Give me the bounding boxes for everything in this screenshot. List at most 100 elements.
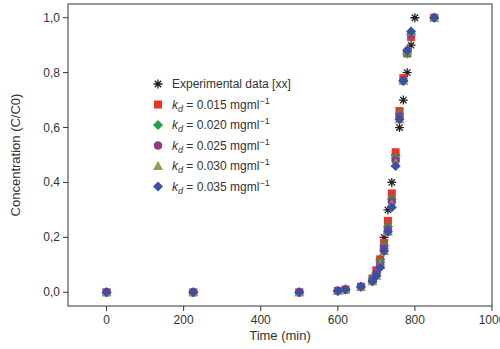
data-point bbox=[294, 287, 304, 297]
legend-marker bbox=[154, 101, 162, 109]
y-tick-label: 1,0 bbox=[43, 11, 60, 25]
series bbox=[102, 13, 440, 297]
data-point bbox=[371, 271, 381, 281]
data-point bbox=[394, 114, 404, 123]
data-point bbox=[294, 287, 304, 296]
y-tick-label: 0,2 bbox=[43, 230, 60, 244]
data-point bbox=[188, 287, 198, 297]
data-point bbox=[342, 286, 350, 294]
data-point bbox=[356, 282, 366, 291]
y-axis-label: Concentration (C/C0) bbox=[8, 94, 23, 217]
chart: 0 200 400 600 800 1000 0,0 0,2 0,4 0,6 0,8 1,0 Time … bbox=[0, 0, 500, 349]
data-point bbox=[375, 263, 385, 273]
legend-marker bbox=[154, 141, 163, 150]
data-point bbox=[341, 285, 351, 295]
y-tick bbox=[63, 237, 68, 238]
data-point bbox=[383, 227, 393, 236]
series bbox=[103, 14, 439, 297]
data-point bbox=[102, 287, 112, 296]
series bbox=[372, 13, 420, 277]
data-point bbox=[398, 76, 408, 86]
y-tick-label: 0,0 bbox=[43, 285, 60, 299]
data-point bbox=[391, 161, 401, 171]
legend: Experimental data [xx] kd = 0.015 mgml−1 k… bbox=[153, 77, 291, 196]
data-point bbox=[387, 202, 397, 212]
data-point bbox=[102, 288, 111, 297]
x-axis-label: Time (min) bbox=[249, 328, 311, 343]
data-point bbox=[430, 14, 438, 22]
legend-label: kd = 0.020 mgml−1 bbox=[172, 116, 270, 134]
data-point bbox=[333, 286, 343, 295]
x-tick-label: 1000 bbox=[479, 313, 500, 327]
data-point bbox=[334, 287, 343, 296]
data-point bbox=[406, 26, 416, 35]
x-tick bbox=[183, 306, 184, 311]
data-point bbox=[357, 282, 366, 291]
data-point bbox=[429, 13, 439, 23]
y-tick bbox=[63, 127, 68, 128]
data-point bbox=[341, 285, 351, 294]
y-tick bbox=[63, 17, 68, 18]
series bbox=[102, 13, 438, 296]
plot-frame bbox=[68, 4, 492, 306]
data-point bbox=[102, 287, 112, 297]
data-point bbox=[395, 123, 404, 132]
data-point bbox=[356, 282, 366, 292]
x-tick-label: 800 bbox=[405, 313, 425, 327]
y-tick bbox=[63, 182, 68, 183]
y-tick-label: 0,8 bbox=[43, 66, 60, 80]
data-point bbox=[333, 286, 343, 296]
data-point bbox=[387, 178, 396, 187]
x-tick bbox=[492, 306, 493, 311]
data-point bbox=[188, 287, 198, 297]
data-point bbox=[398, 76, 408, 86]
data-point bbox=[188, 287, 198, 296]
data-point bbox=[294, 287, 304, 297]
legend-label: kd = 0.015 mgml−1 bbox=[172, 96, 270, 114]
data-point bbox=[379, 246, 389, 255]
data-point bbox=[430, 13, 439, 22]
data-point bbox=[429, 13, 439, 23]
series bbox=[102, 13, 440, 298]
data-point bbox=[102, 287, 112, 297]
data-point bbox=[383, 227, 393, 237]
y-tick bbox=[63, 72, 68, 73]
plot-area bbox=[102, 13, 440, 298]
x-tick-label: 0 bbox=[103, 313, 110, 327]
data-point bbox=[410, 13, 419, 22]
data-point bbox=[295, 288, 303, 296]
data-point bbox=[341, 285, 351, 295]
x-tick-label: 400 bbox=[251, 313, 271, 327]
data-point bbox=[103, 288, 111, 296]
data-point bbox=[357, 283, 365, 291]
data-point bbox=[403, 46, 412, 55]
legend-label: kd = 0.025 mgml−1 bbox=[172, 137, 270, 155]
legend-marker bbox=[154, 80, 163, 89]
series bbox=[102, 13, 440, 298]
x-tick bbox=[337, 306, 338, 311]
data-point bbox=[402, 46, 412, 55]
legend-label: kd = 0.030 mgml−1 bbox=[172, 157, 270, 175]
y-tick-label: 0,6 bbox=[43, 121, 60, 135]
data-point bbox=[356, 282, 366, 292]
x-tick bbox=[260, 306, 261, 311]
legend-marker bbox=[153, 120, 163, 130]
legend-label: kd = 0.035 mgml−1 bbox=[172, 178, 270, 196]
legend-label: Experimental data [xx] bbox=[172, 77, 291, 91]
data-point bbox=[379, 246, 389, 256]
data-point bbox=[399, 77, 408, 86]
data-point bbox=[399, 96, 408, 105]
y-tick-label: 0,4 bbox=[43, 175, 60, 189]
y-tick bbox=[63, 292, 68, 293]
x-tick-label: 600 bbox=[328, 313, 348, 327]
data-point bbox=[295, 288, 304, 297]
x-tick bbox=[106, 306, 107, 311]
x-tick bbox=[414, 306, 415, 311]
data-point bbox=[189, 288, 198, 297]
data-point bbox=[333, 286, 343, 296]
data-point bbox=[429, 13, 439, 22]
data-point bbox=[341, 285, 350, 294]
legend-marker bbox=[153, 161, 163, 170]
x-tick-label: 200 bbox=[174, 313, 194, 327]
data-point bbox=[398, 76, 408, 85]
